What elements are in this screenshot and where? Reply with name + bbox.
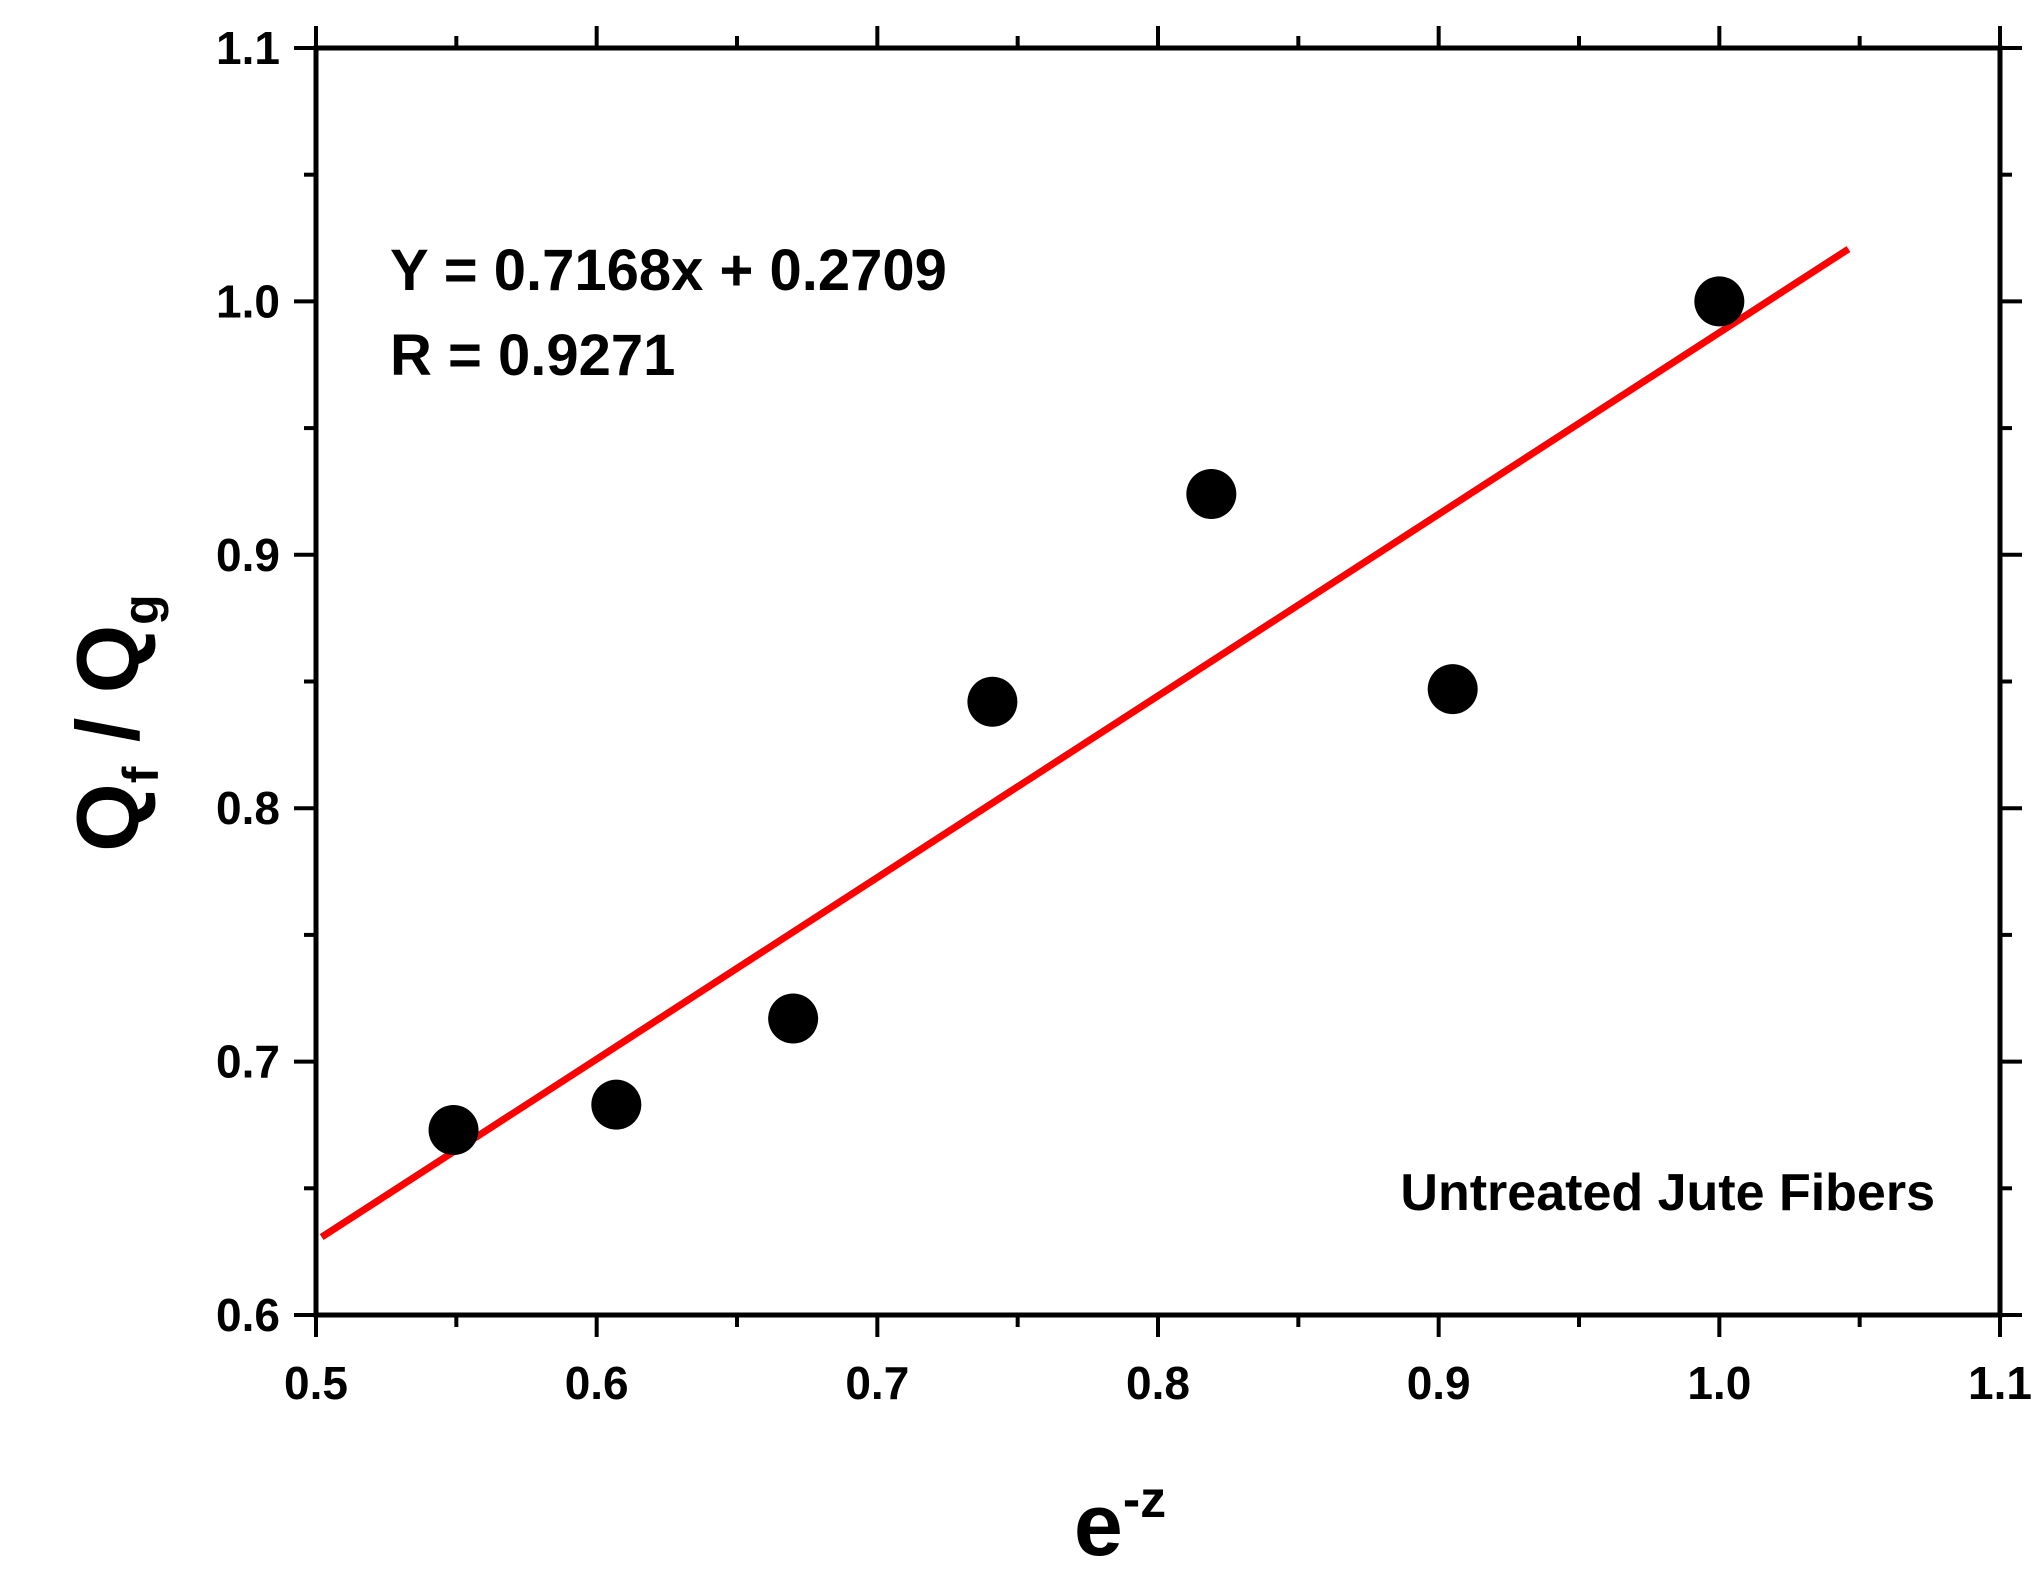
data-point bbox=[967, 676, 1018, 727]
fit-line bbox=[319, 246, 1851, 1241]
x-tick-label: 1.1 bbox=[1968, 1357, 2032, 1409]
x-tick-label: 0.8 bbox=[1126, 1357, 1190, 1409]
x-tick-label: 0.9 bbox=[1407, 1357, 1471, 1409]
y-axis-label-q2: Q bbox=[58, 625, 157, 693]
x-axis-label-base: e bbox=[1074, 1475, 1123, 1571]
y-tick-label: 0.7 bbox=[216, 1036, 280, 1088]
fit-line-group bbox=[319, 246, 1851, 1241]
data-point bbox=[768, 993, 819, 1044]
r-value-annotation: R = 0.9271 bbox=[390, 323, 675, 388]
y-axis-label: Qf / Qg bbox=[58, 594, 169, 851]
x-tick-label: 0.7 bbox=[845, 1357, 909, 1409]
axis-tick-labels: 0.5 0.6 0.7 0.8 0.9 1.0 1.10.60.70.80.91.01.1 bbox=[216, 22, 2032, 1409]
x-tick-label: 0.6 bbox=[565, 1357, 629, 1409]
axis-ticks bbox=[294, 26, 2022, 1337]
data-point bbox=[1694, 276, 1745, 327]
x-tick-label: 1.0 bbox=[1687, 1357, 1751, 1409]
data-points bbox=[428, 276, 1745, 1156]
y-tick-label: 1.0 bbox=[216, 275, 280, 327]
x-axis-label-sup: -z bbox=[1123, 1471, 1166, 1529]
x-axis-label: e-z bbox=[1074, 1471, 1166, 1571]
y-tick-label: 1.1 bbox=[216, 22, 280, 74]
data-point bbox=[591, 1079, 642, 1130]
y-axis-label-sep: / bbox=[58, 693, 157, 766]
data-point bbox=[1186, 468, 1237, 519]
y-tick-label: 0.9 bbox=[216, 529, 280, 581]
equation-annotation: Y = 0.7168x + 0.2709 bbox=[390, 238, 947, 303]
y-axis-label-q1: Q bbox=[58, 783, 157, 851]
y-axis-label-sub2: g bbox=[113, 594, 169, 625]
x-tick-label: 0.5 bbox=[284, 1357, 348, 1409]
y-axis-label-sub1: f bbox=[113, 766, 169, 783]
data-point bbox=[1427, 664, 1478, 715]
y-tick-label: 0.6 bbox=[216, 1289, 280, 1341]
sample-label: Untreated Jute Fibers bbox=[1400, 1164, 1935, 1222]
data-point bbox=[428, 1105, 479, 1156]
y-tick-label: 0.8 bbox=[216, 782, 280, 834]
